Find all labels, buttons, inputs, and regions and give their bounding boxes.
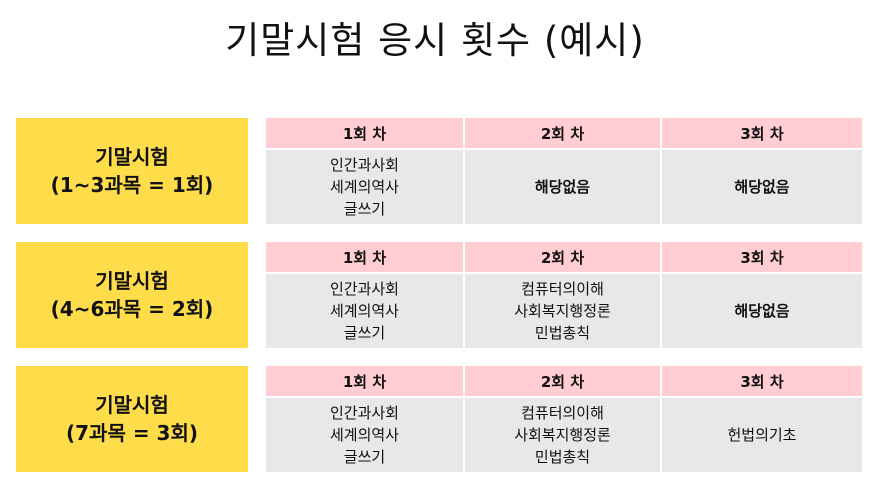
round-table: 1회 차 2회 차 3회 차 인간과사회 세계의역사 글쓰기 컴퓨터의이해 사회복지행정론 민법… bbox=[266, 366, 862, 472]
exam-label-subtitle: (4~6과목 = 2회) bbox=[50, 297, 214, 321]
round-header: 1회 차 bbox=[266, 242, 463, 272]
round-header: 2회 차 bbox=[465, 366, 660, 396]
exam-label-subtitle: (1~3과목 = 1회) bbox=[50, 173, 214, 197]
exam-label: 기말시험 (1~3과목 = 1회) bbox=[16, 118, 248, 224]
page-title: 기말시험 응시 횟수 (예시) bbox=[225, 19, 645, 62]
round-header: 3회 차 bbox=[662, 242, 862, 272]
round-header: 3회 차 bbox=[662, 366, 862, 396]
subject-name: 인간과사회 bbox=[329, 404, 399, 422]
round-table: 1회 차 2회 차 3회 차 인간과사회 세계의역사 글쓰기 컴퓨터의이해 사회복지행정론 민법… bbox=[266, 242, 862, 348]
round-header: 2회 차 bbox=[465, 242, 660, 272]
round-header: 2회 차 bbox=[465, 118, 660, 148]
subject-name: 인간과사회 bbox=[329, 156, 399, 174]
subject-name: 컴퓨터의이해 bbox=[521, 280, 604, 298]
exam-label-title: 기말시험 bbox=[95, 393, 169, 417]
exam-label-title: 기말시험 bbox=[95, 269, 169, 293]
subject-name: 세계의역사 bbox=[329, 426, 399, 444]
subject-name: 세계의역사 bbox=[329, 178, 399, 196]
round-cell: 해당없음 bbox=[662, 150, 862, 224]
subject-name: 컴퓨터의이해 bbox=[521, 404, 604, 422]
round-header: 1회 차 bbox=[266, 118, 463, 148]
round-cell: 헌법의기초 bbox=[662, 398, 862, 472]
subject-name: 민법총칙 bbox=[534, 448, 591, 466]
exam-label: 기말시험 (4~6과목 = 2회) bbox=[16, 242, 248, 348]
exam-label-title: 기말시험 bbox=[95, 145, 169, 169]
subject-name: 세계의역사 bbox=[329, 302, 399, 320]
subject-name: 글쓰기 bbox=[343, 200, 386, 218]
round-cell: 해당없음 bbox=[662, 274, 862, 348]
round-cell: 해당없음 bbox=[465, 150, 660, 224]
exam-label: 기말시험 (7과목 = 3회) bbox=[16, 366, 248, 472]
subject-name: 글쓰기 bbox=[343, 324, 386, 342]
round-header: 1회 차 bbox=[266, 366, 463, 396]
subject-name: 사회복지행정론 bbox=[514, 426, 611, 444]
subject-name: 글쓰기 bbox=[343, 448, 386, 466]
subject-name: 인간과사회 bbox=[329, 280, 399, 298]
subject-name: 해당없음 bbox=[734, 302, 790, 320]
subject-name: 민법총칙 bbox=[534, 324, 591, 342]
subject-name: 사회복지행정론 bbox=[514, 302, 611, 320]
subject-name: 헌법의기초 bbox=[727, 426, 797, 444]
round-header: 3회 차 bbox=[662, 118, 862, 148]
exam-label-subtitle: (7과목 = 3회) bbox=[66, 421, 198, 445]
subject-name: 해당없음 bbox=[534, 178, 591, 196]
subject-name: 해당없음 bbox=[734, 178, 790, 196]
